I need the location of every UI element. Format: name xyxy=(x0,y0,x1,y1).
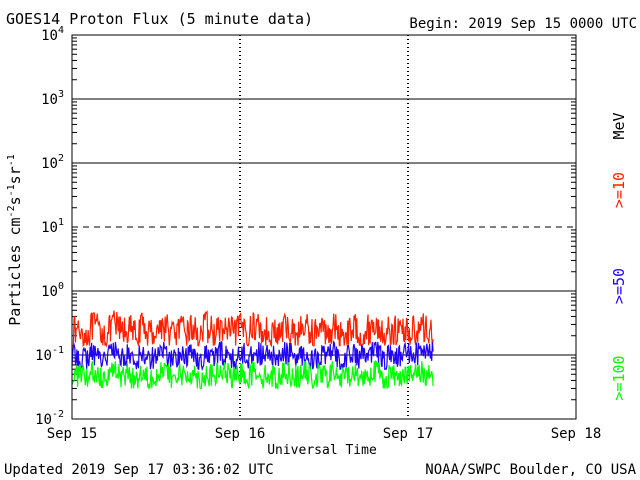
x-tick-label: Sep 15 xyxy=(47,426,98,442)
chart-title: GOES14 Proton Flux (5 minute data) xyxy=(6,10,313,28)
x-tick-label: Sep 16 xyxy=(215,426,266,442)
plot-grid xyxy=(72,35,576,419)
legend: MeV >=10 >=50 >=100 xyxy=(610,112,628,400)
begin-time-label: Begin: 2019 Sep 15 0000 UTC xyxy=(409,16,637,32)
y-tick-label: 103 xyxy=(41,89,64,108)
plot-frame xyxy=(71,34,577,420)
legend-unit-text: MeV xyxy=(610,112,628,139)
series-line xyxy=(71,359,434,390)
legend-series-text: >=10 xyxy=(610,172,628,208)
y-axis-label-part-1: Particles cm xyxy=(6,217,24,325)
x-tick-label: Sep 17 xyxy=(383,426,434,442)
legend-series: >=10 xyxy=(610,172,628,208)
legend-unit: MeV xyxy=(610,112,628,139)
svg-text:Particles cm-2s-1sr-1: Particles cm-2s-1sr-1 xyxy=(6,154,24,326)
series-line xyxy=(71,310,434,348)
legend-series-text: >=100 xyxy=(610,355,628,400)
series-line xyxy=(71,339,434,372)
y-axis-label-exp-2: -1 xyxy=(6,184,17,196)
y-axis-label-part-2: s xyxy=(6,196,24,205)
y-axis-label-exp-3: -1 xyxy=(6,154,17,166)
y-tick-label: 101 xyxy=(41,217,64,236)
y-tick-label: 104 xyxy=(41,25,64,44)
x-axis-label: Universal Time xyxy=(267,443,377,458)
x-tick-label: Sep 18 xyxy=(551,426,602,442)
legend-series: >=50 xyxy=(610,268,628,304)
y-tick-label: 102 xyxy=(41,153,64,172)
y-axis-label: Particles cm-2s-1sr-1 xyxy=(6,154,24,326)
legend-series-text: >=50 xyxy=(610,268,628,304)
y-tick-label: 10-2 xyxy=(35,409,64,428)
x-tick-labels: Sep 15 Sep 16 Sep 17 Sep 18 xyxy=(47,426,602,442)
credit-label: NOAA/SWPC Boulder, CO USA xyxy=(425,462,636,478)
y-tick-label: 100 xyxy=(41,281,64,300)
y-axis-label-exp-1: -2 xyxy=(6,205,17,217)
y-axis-label-part-3: sr xyxy=(6,166,24,184)
legend-series: >=100 xyxy=(610,355,628,400)
y-tick-label: 10-1 xyxy=(35,345,64,364)
y-tick-labels: 10-2 10-1 100 101 102 103 104 xyxy=(35,25,64,428)
updated-timestamp: Updated 2019 Sep 17 03:36:02 UTC xyxy=(4,462,274,478)
series-layer xyxy=(71,310,434,390)
